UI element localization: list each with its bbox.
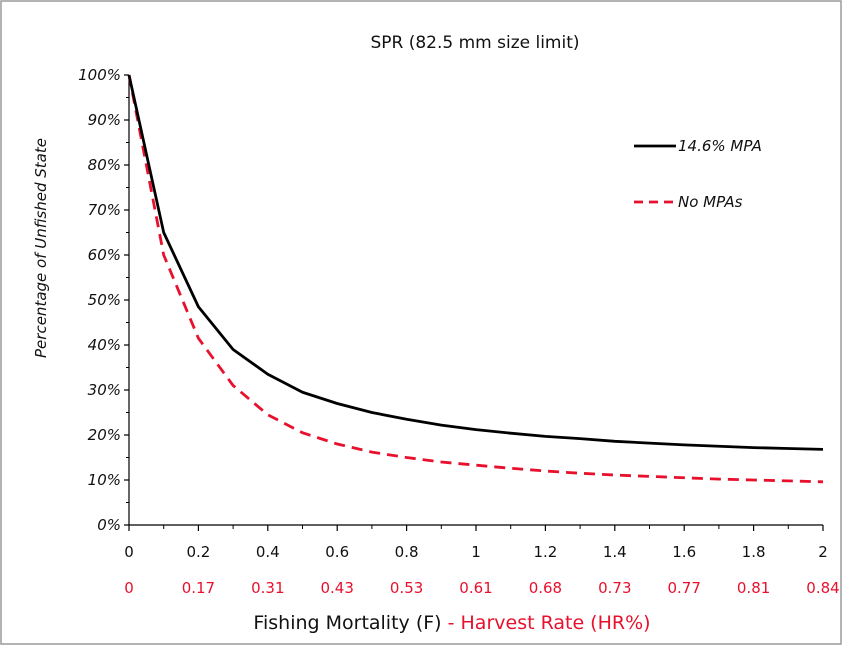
y-tick-label: 20% [88,426,121,444]
harvest-rate-tick-label: 0.73 [598,579,631,597]
y-tick-label: 60% [88,246,121,264]
harvest-rate-tick-label: 0.84 [806,579,839,597]
x-axis-label-harvest-rate: - Harvest Rate (HR%) [442,612,651,634]
y-tick-label: 0% [97,516,121,534]
x-tick-label: 2 [818,543,828,561]
x-tick-label: 1.6 [672,543,696,561]
series-line-no-mpas [127,74,824,484]
x-tick-label: 0.2 [186,543,210,561]
x-tick-label: 0.6 [325,543,349,561]
x-axis-label: Fishing Mortality (F) - Harvest Rate (HR… [253,612,650,634]
y-tick-label: 100% [78,66,121,84]
x-tick-label: 0.4 [256,543,280,561]
harvest-rate-tick-label: 0.77 [667,579,700,597]
y-ticks: 0% 10% 20% 30% 40% 50% 60% 70% 80% 90% 100% [78,66,129,534]
x-tick-label: 1.2 [533,543,557,561]
x-tick-label: 1 [471,543,481,561]
y-tick-label: 90% [88,111,121,129]
harvest-rate-tick-label: 0.81 [737,579,770,597]
chart-title: SPR (82.5 mm size limit) [370,33,579,53]
x-tick-label: 0.8 [395,543,419,561]
y-tick-label: 80% [88,156,121,174]
harvest-rate-tick-label: 0.17 [182,579,215,597]
x-tick-label: 0 [124,543,134,561]
y-axis-label: Percentage of Unfished State [32,138,50,358]
x-tick-label: 1.4 [603,543,627,561]
legend: 14.6% MPA No MPAs [634,137,762,211]
series-layer [127,74,824,484]
y-tick-label: 30% [88,381,121,399]
harvest-rate-tick-label: 0.43 [320,579,353,597]
y-tick-label: 50% [88,291,121,309]
y-tick-label: 70% [88,201,121,219]
y-tick-label: 10% [88,471,121,489]
x-axis-label-fishing-mortality: Fishing Mortality (F) [253,612,441,634]
x-tick-label: 1.8 [742,543,766,561]
harvest-rate-ticks: 0 0.17 0.31 0.43 0.53 0.61 0.68 0.73 0.77 0.81 0.8… [124,579,839,597]
harvest-rate-tick-label: 0.68 [529,579,562,597]
legend-label-no-mpa: No MPAs [678,193,743,211]
series-line-mpa [127,74,824,451]
harvest-rate-tick-label: 0.31 [251,579,284,597]
harvest-rate-tick-label: 0 [124,579,134,597]
harvest-rate-tick-label: 0.53 [390,579,423,597]
harvest-rate-tick-label: 0.61 [459,579,492,597]
x-ticks: 0 0.2 0.4 0.6 0.8 1 1.2 1.4 1.6 1.8 2 [124,525,828,561]
legend-label-mpa: 14.6% MPA [678,137,762,155]
y-tick-label: 40% [88,336,121,354]
